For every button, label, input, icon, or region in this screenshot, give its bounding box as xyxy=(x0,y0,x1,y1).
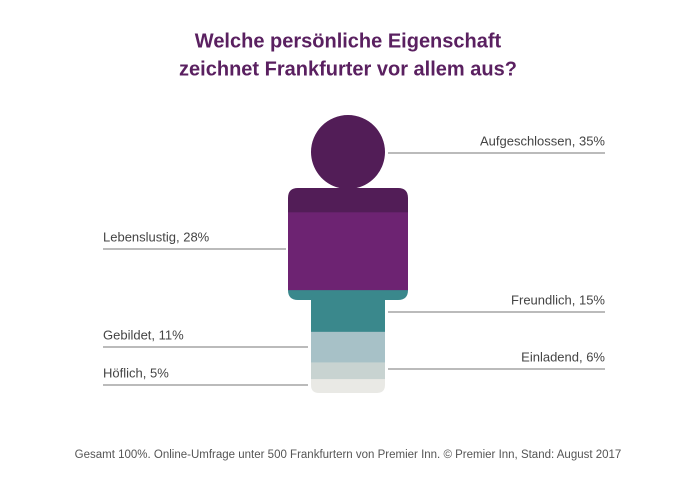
data-label: Lebenslustig, 28% xyxy=(103,229,210,244)
chart-title: zeichnet Frankfurter vor allem aus? xyxy=(179,58,517,80)
data-label: Freundlich, 15% xyxy=(511,292,605,307)
figure-segment xyxy=(288,290,408,333)
data-label: Aufgeschlossen, 35% xyxy=(480,133,605,148)
figure-segment xyxy=(288,115,408,213)
figure-segment xyxy=(288,362,408,380)
chart-title: Welche persönliche Eigenschaft xyxy=(195,30,502,52)
data-label: Höflich, 5% xyxy=(103,365,169,380)
figure xyxy=(288,115,408,393)
footnote: Gesamt 100%. Online-Umfrage unter 500 Fr… xyxy=(75,449,622,461)
figure-segment xyxy=(288,212,408,291)
figure-segment xyxy=(288,379,408,393)
data-label: Gebildet, 11% xyxy=(103,327,184,342)
data-label: Einladend, 6% xyxy=(521,349,605,364)
